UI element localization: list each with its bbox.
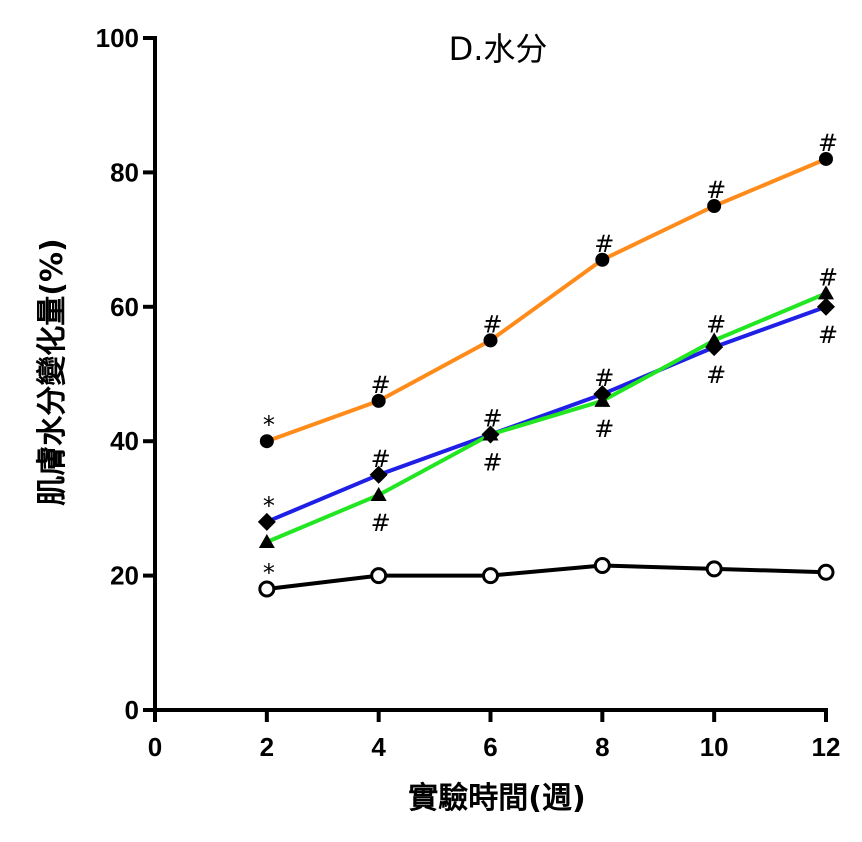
series-lines (266, 157, 827, 591)
series-layer: * # # # # # * # # # # # # # # # # * (257, 129, 838, 598)
x-tick-label: 2 (260, 732, 274, 762)
series-line (266, 291, 827, 544)
series-markers (257, 151, 835, 598)
significance-label: * (263, 559, 275, 587)
data-point (818, 285, 834, 300)
significance-label: # (594, 415, 614, 443)
y-tick-label: 60 (110, 292, 139, 322)
data-point (370, 486, 387, 501)
x-tick-label: 0 (148, 732, 162, 762)
x-tick-label: 6 (483, 732, 497, 762)
y-tick-label: 80 (110, 157, 139, 187)
significance-label: # (371, 371, 391, 399)
significance-label: # (818, 263, 838, 291)
data-point (258, 580, 276, 598)
data-point (705, 560, 723, 578)
x-tick-label: 12 (812, 732, 841, 762)
y-tick-label: 100 (96, 23, 139, 53)
data-point (817, 297, 835, 316)
significance-labels: * # # # # # * # # # # # # # # # # * (263, 129, 838, 587)
significance-label: # (818, 129, 838, 157)
y-tick-label: 20 (110, 561, 139, 591)
x-tick-label: 4 (371, 732, 386, 762)
series-line (266, 563, 827, 591)
series-line (266, 157, 827, 444)
data-point (370, 567, 388, 585)
x-tick-label: 10 (700, 732, 729, 762)
data-point (594, 392, 611, 407)
data-point (706, 332, 723, 347)
significance-label: # (482, 310, 502, 338)
y-tick-label: 0 (125, 695, 139, 725)
x-tick-label: 8 (595, 732, 609, 762)
series-line (266, 304, 827, 524)
significance-label: # (482, 404, 502, 432)
data-point (258, 534, 275, 548)
data-point (369, 465, 388, 484)
data-point (819, 151, 833, 166)
significance-label: # (594, 230, 614, 258)
data-point (371, 393, 386, 408)
significance-label: # (818, 321, 838, 349)
data-point (482, 567, 499, 585)
data-point (483, 333, 498, 348)
significance-label: # (706, 310, 726, 338)
significance-label: # (371, 509, 391, 537)
axes: 0 20 40 60 80 100 0 2 4 6 8 10 12 (96, 23, 841, 762)
data-point (595, 252, 610, 267)
significance-label: # (706, 361, 726, 389)
data-point (817, 563, 835, 581)
y-axis-title: 肌膚水分變化量(%) (35, 238, 70, 505)
data-point (707, 199, 722, 213)
significance-label: * (263, 411, 275, 439)
significance-label: # (594, 364, 614, 392)
significance-label: * (263, 492, 275, 520)
x-axis-title: 實驗時間(週) (408, 781, 585, 816)
chart-title: D.水分 (449, 30, 548, 68)
data-point (257, 512, 276, 531)
data-point (259, 434, 274, 449)
significance-label: # (482, 448, 502, 476)
data-point (593, 557, 611, 575)
data-point (482, 426, 499, 441)
y-tick-label: 40 (110, 426, 139, 456)
significance-label: # (706, 176, 726, 204)
significance-label: # (371, 445, 391, 473)
